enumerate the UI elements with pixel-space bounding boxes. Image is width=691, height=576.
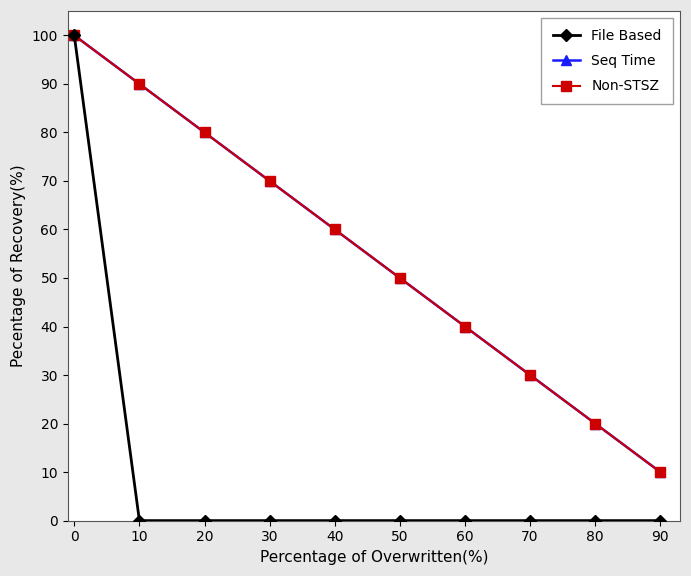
Non-STSZ <box>265 177 274 184</box>
File Based <box>135 517 144 524</box>
Non-STSZ <box>396 275 404 282</box>
Non-STSZ <box>591 420 599 427</box>
File Based <box>526 517 534 524</box>
X-axis label: Percentage of Overwritten(%): Percentage of Overwritten(%) <box>260 550 488 565</box>
Non-STSZ <box>461 323 469 330</box>
Line: File Based: File Based <box>70 31 665 525</box>
Seq Time <box>135 81 144 88</box>
Seq Time <box>396 275 404 282</box>
File Based <box>396 517 404 524</box>
Line: Seq Time: Seq Time <box>69 31 665 477</box>
Non-STSZ <box>330 226 339 233</box>
File Based <box>265 517 274 524</box>
Seq Time <box>265 177 274 184</box>
Line: Non-STSZ: Non-STSZ <box>69 31 665 477</box>
Seq Time <box>526 372 534 378</box>
Seq Time <box>200 129 209 136</box>
Non-STSZ <box>200 129 209 136</box>
Non-STSZ <box>70 32 78 39</box>
Seq Time <box>70 32 78 39</box>
File Based <box>461 517 469 524</box>
Seq Time <box>591 420 599 427</box>
Non-STSZ <box>135 81 144 88</box>
Y-axis label: Pecentage of Recovery(%): Pecentage of Recovery(%) <box>11 165 26 367</box>
Legend: File Based, Seq Time, Non-STSZ: File Based, Seq Time, Non-STSZ <box>542 18 673 104</box>
File Based <box>330 517 339 524</box>
Seq Time <box>461 323 469 330</box>
Non-STSZ <box>526 372 534 378</box>
File Based <box>200 517 209 524</box>
File Based <box>70 32 78 39</box>
File Based <box>656 517 665 524</box>
Non-STSZ <box>656 469 665 476</box>
File Based <box>591 517 599 524</box>
Seq Time <box>330 226 339 233</box>
Seq Time <box>656 469 665 476</box>
